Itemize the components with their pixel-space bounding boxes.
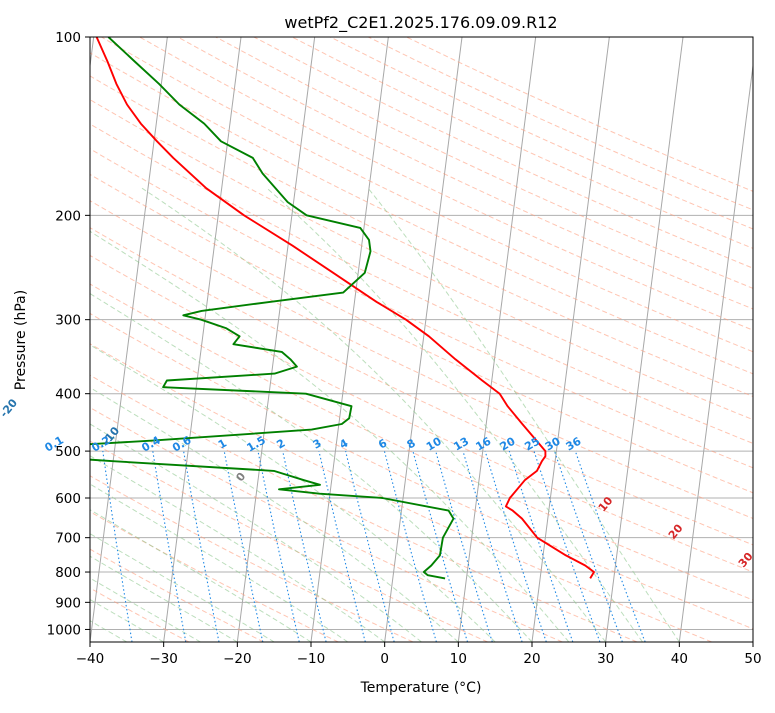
dry-adiabat-line: [0, 37, 775, 642]
y-tick-label: 1000: [47, 622, 81, 638]
dry-adiabat-line: [330, 37, 775, 642]
dry-adiabat-label: 0: [233, 470, 248, 484]
dry-adiabat-line: [140, 37, 775, 642]
mixing-ratio-line: [555, 451, 623, 642]
profile-lines: [0, 37, 594, 578]
dry-adiabat-line: [0, 37, 775, 642]
x-tick-label: −20: [223, 651, 252, 667]
mixing-ratio-label: 6: [376, 436, 389, 451]
mixing-ratio-label: 3: [311, 437, 324, 452]
y-tick-label: 500: [55, 444, 81, 460]
mixing-ratio-line: [436, 451, 493, 642]
moist-adiabat-line: [0, 302, 311, 642]
y-tick-label: 100: [55, 30, 81, 46]
x-tick-label: 40: [671, 651, 688, 667]
y-tick-label: 600: [55, 491, 81, 507]
y-tick-label: 200: [55, 208, 81, 224]
moist-adiabat-line: [368, 188, 679, 642]
isotherm-line: [753, 37, 775, 642]
dry-adiabat-line: [25, 37, 775, 642]
mixing-ratio-label: 1: [216, 437, 229, 452]
y-tick-label: 800: [55, 565, 81, 581]
x-tick-label: 50: [744, 651, 761, 667]
mixing-ratio-line: [319, 451, 365, 642]
background-lines: [0, 37, 775, 642]
moist-adiabat-line: [142, 188, 606, 642]
mixing-ratio-line: [103, 451, 132, 642]
y-tick-label: 700: [55, 531, 81, 547]
mixing-ratio-line: [384, 451, 436, 642]
isotherm-line: [606, 37, 683, 642]
dry-adiabat-label: -20: [0, 396, 20, 420]
y-axis-label: Pressure (hPa): [13, 290, 29, 390]
line-labels: 0.10.20.40.611.52346810131620253036-100-…: [0, 62, 775, 598]
dry-adiabat-line: [0, 37, 775, 642]
mixing-ratio-line: [575, 451, 645, 642]
moist-adiabat-line: [22, 188, 569, 642]
dry-adiabat-line: [368, 37, 775, 642]
dry-adiabat-line: [0, 37, 775, 642]
x-tick-label: 20: [523, 651, 540, 667]
dry-adiabat-line: [0, 37, 775, 642]
mixing-ratio-label: 8: [405, 437, 418, 452]
dry-adiabat-line: [0, 37, 775, 642]
x-tick-label: 10: [450, 651, 467, 667]
dry-adiabat-line: [0, 37, 775, 642]
mixing-ratio-line: [485, 451, 546, 642]
moist-adiabat-line: [0, 367, 201, 642]
x-tick-label: −10: [297, 651, 326, 667]
y-tick-label: 900: [55, 595, 81, 611]
mixing-ratio-line: [509, 451, 573, 642]
x-tick-label: 30: [597, 651, 614, 667]
isotherm-line: [90, 37, 167, 642]
mixing-ratio-line: [153, 451, 186, 642]
mixing-ratio-line: [258, 451, 299, 642]
x-tick-label: −30: [149, 651, 178, 667]
dry-adiabat-line: [0, 37, 562, 642]
x-tick-label: −40: [76, 651, 105, 667]
moist-adiabat-label: 10: [596, 494, 616, 514]
x-tick-label: 0: [380, 651, 389, 667]
chart-title: wetPf2_C2E1.2025.176.09.09.R12: [284, 13, 557, 33]
y-tick-label: 400: [55, 387, 81, 403]
moist-adiabat-line: [267, 188, 643, 642]
isotherm-line: [385, 37, 462, 642]
isotherm-line: [458, 37, 535, 642]
temperature-line: [97, 37, 594, 578]
dry-adiabat-line: [407, 37, 775, 642]
dry-adiabat-line: [0, 37, 775, 642]
dry-adiabat-line: [0, 37, 712, 642]
moist-adiabat-line: [0, 283, 348, 642]
dry-adiabat-line: [0, 37, 413, 642]
mixing-ratio-line: [463, 451, 522, 642]
moist-adiabat-label: 20: [666, 521, 686, 541]
moist-adiabat-line: [0, 387, 164, 642]
isotherm-line: [532, 37, 609, 642]
moist-adiabat-line: [0, 328, 274, 642]
dry-adiabat-line: [0, 37, 775, 642]
x-axis-label: Temperature (°C): [360, 680, 482, 696]
mixing-ratio-label: 4: [337, 436, 350, 451]
y-tick-label: 300: [55, 313, 81, 329]
dry-adiabat-line: [254, 37, 775, 642]
